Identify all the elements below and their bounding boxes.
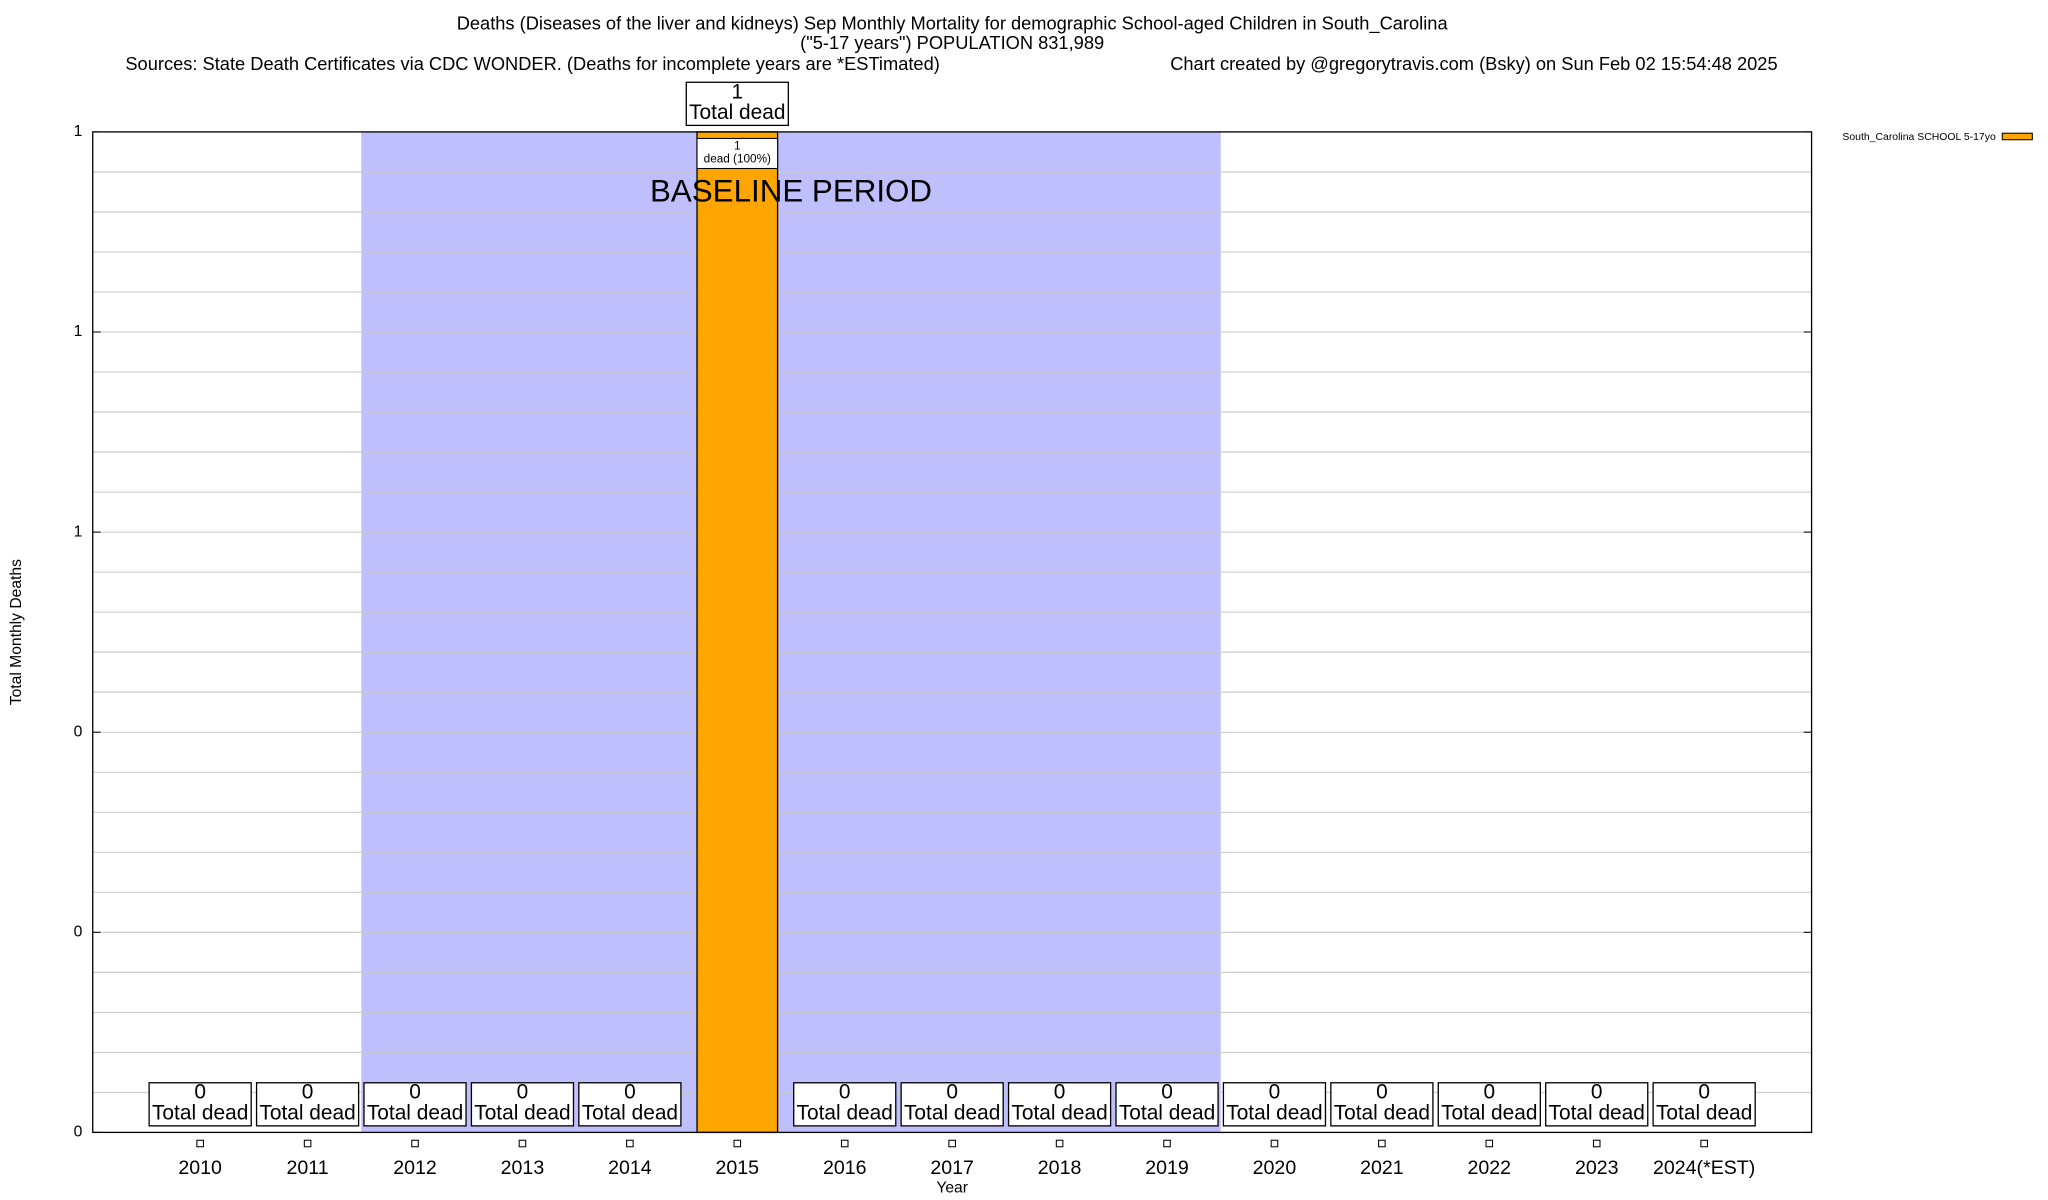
total-label: Total dead [689,101,785,124]
chart-title: Deaths (Diseases of the liver and kidney… [457,13,1449,35]
x-tick-marker [518,1139,527,1148]
total-label: Total dead [1011,1102,1107,1125]
x-tick-marker [948,1139,956,1148]
value-label: 0 [1054,1081,1066,1104]
legend-label: South_Carolina SCHOOL 5-17yo [1842,132,1996,143]
total-label: Total dead [259,1102,355,1125]
value-label: 0 [302,1081,314,1104]
baseline-label: BASELINE PERIOD [650,174,932,209]
x-tick-label: 2015 [716,1157,760,1179]
total-label: Total dead [367,1102,463,1125]
x-tick-marker [1055,1139,1064,1148]
y-tick-label: 0 [74,723,83,740]
total-label: Total dead [904,1102,1000,1125]
value-label: 0 [1376,1081,1388,1104]
x-tick-label: 2010 [178,1157,222,1179]
value-label-box [685,81,789,127]
value-label-box [148,1082,252,1127]
plot-frame [92,131,1813,1134]
value-label: 0 [1698,1081,1710,1104]
x-tick-label: 2012 [393,1157,437,1179]
x-tick-label: 2014 [608,1157,652,1179]
x-tick-label: 2022 [1468,1157,1512,1179]
x-tick-label: 2019 [1145,1157,1189,1179]
x-tick-label: 2017 [930,1157,974,1179]
chart-body: Deaths (Diseases of the liver and kidney… [8,13,2033,1197]
x-tick-label: 2024(*EST) [1653,1157,1755,1179]
x-tick-marker [411,1139,419,1148]
x-tick-marker [1163,1139,1171,1148]
total-label: Total dead [1441,1102,1537,1125]
total-label: Total dead [1656,1102,1752,1125]
value-label: 0 [1269,1081,1281,1104]
total-label: Total dead [797,1102,893,1125]
x-tick-label: 2023 [1575,1157,1619,1179]
total-label: Total dead [152,1102,248,1125]
value-label-box [1222,1082,1327,1127]
x-tick-marker [196,1139,204,1148]
value-label: 0 [1591,1081,1603,1104]
x-tick-marker [733,1139,742,1148]
bar [696,131,779,1134]
y-axis-label: Total Monthly Deaths [8,559,25,705]
value-label-box [363,1082,467,1127]
value-label: 1 [731,80,743,103]
total-label: Total dead [1334,1102,1430,1125]
value-label-box [470,1082,575,1127]
value-label-box [1330,1082,1434,1127]
value-label-box [1652,1082,1756,1127]
x-tick-marker [1270,1139,1279,1148]
total-label: Total dead [582,1102,678,1125]
y-tick-label: 1 [74,123,83,140]
x-tick-label: 2013 [501,1157,545,1179]
value-label-box [578,1082,682,1127]
value-label-box [793,1082,897,1127]
value-label-box [1115,1082,1219,1127]
total-label: Total dead [1119,1102,1215,1125]
x-tick-label: 2016 [823,1157,867,1179]
y-tick-label: 0 [74,1124,83,1141]
value-label: 0 [624,1081,636,1104]
value-label: 0 [839,1081,851,1104]
credit-note: Chart created by @gregorytravis.com (Bsk… [1170,53,1777,74]
x-axis-label: Year [936,1180,968,1197]
value-label-box [900,1082,1004,1127]
legend-swatch [2001,132,2033,141]
x-tick-marker [840,1139,849,1148]
value-label-box [1007,1082,1112,1127]
y-tick-label: 1 [74,523,83,540]
x-tick-marker [626,1139,634,1148]
value-label: 0 [946,1081,958,1104]
x-tick-label: 2018 [1038,1157,1082,1179]
source-note: Sources: State Death Certificates via CD… [125,53,939,74]
x-tick-marker [303,1139,312,1148]
value-label: 0 [1161,1081,1173,1104]
baseline-shade [361,131,1221,1133]
total-label: Total dead [474,1102,570,1125]
segment-value-label: 1 [734,139,741,152]
y-tick-label: 0 [74,923,83,940]
value-label-box [1545,1082,1649,1127]
x-tick-marker [1700,1139,1708,1148]
x-tick-label: 2011 [287,1157,329,1179]
total-label: Total dead [1226,1102,1322,1125]
x-tick-label: 2021 [1360,1157,1404,1179]
value-label: 0 [409,1081,421,1104]
value-label: 0 [194,1081,206,1104]
x-tick-marker [1592,1139,1601,1148]
value-label: 0 [517,1081,529,1104]
segment-label: dead (100%) [704,152,771,165]
value-label-box [1437,1082,1541,1127]
x-tick-marker [1485,1139,1494,1148]
x-tick-label: 2020 [1253,1157,1297,1179]
chart-subtitle: ("5-17 years") POPULATION 831,989 [800,32,1104,53]
x-tick-marker [1378,1139,1386,1148]
y-tick-label: 1 [74,323,83,340]
total-label: Total dead [1549,1102,1645,1125]
segment-label-box [696,137,779,170]
value-label-box [255,1082,360,1127]
value-label: 0 [1483,1081,1495,1104]
